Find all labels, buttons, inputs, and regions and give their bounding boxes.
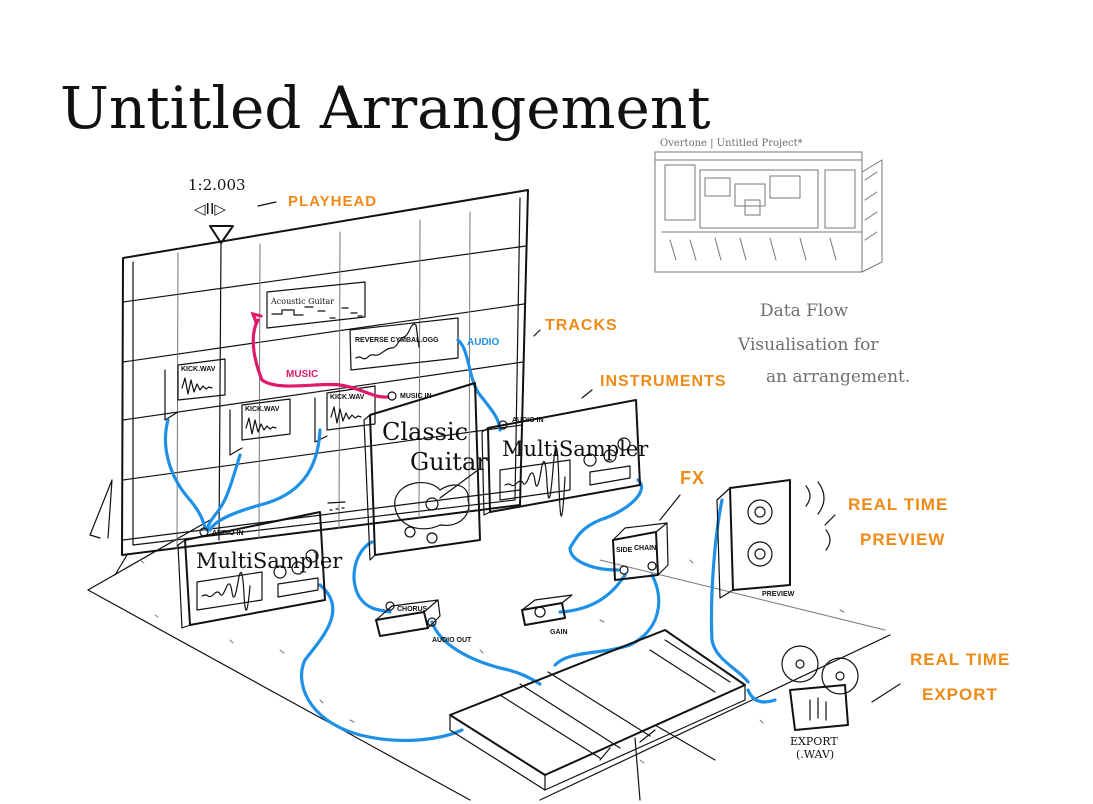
mixer-board[interactable] — [450, 630, 745, 800]
preview-label: PREVIEW — [762, 591, 795, 598]
app-thumbnail: Overtone | Untitled Project* — [655, 138, 882, 272]
clip-kick-2: KICK.WAV — [230, 399, 290, 455]
thumbnail-title: Overtone | Untitled Project* — [660, 138, 803, 149]
page-title: Untitled Arrangement — [60, 74, 711, 142]
playhead-label: PLAYHEAD — [288, 193, 377, 210]
audio-in-label: AUDIO IN — [512, 417, 544, 424]
gain-label: GAIN — [550, 629, 568, 636]
instrument-name: MultiSampler — [196, 549, 343, 573]
note-line-1: Data Flow — [760, 301, 849, 321]
transport-controls[interactable]: ◁II▷ — [194, 200, 226, 218]
sidechain-fx[interactable]: SIDE CHAIN FX — [613, 468, 705, 580]
export-device[interactable]: EXPORT (.WAV) REAL TIME EXPORT — [782, 646, 1010, 761]
clip-kick-3: KICK.WAV — [315, 386, 375, 442]
real-time-preview-line2: PREVIEW — [860, 530, 945, 549]
clip-kick-1: KICK.WAV — [165, 359, 225, 420]
audio-in-label: AUDIO IN — [212, 530, 244, 537]
music-cable-label: MUSIC — [286, 369, 318, 380]
export-label-2: (.WAV) — [796, 748, 834, 761]
clip-label: KICK.WAV — [181, 366, 216, 373]
clip-reverse-cymbal: REVERSE CYMBAL.OGG — [350, 318, 458, 370]
music-in-label: MUSIC IN — [400, 393, 432, 400]
audio-cable-label: AUDIO — [467, 337, 499, 348]
clip-label: KICK.WAV — [245, 406, 280, 413]
chorus-pedal[interactable]: CHORUS AUDIO OUT — [376, 600, 472, 644]
handwritten-note: Data Flow Visualisation for an arrangeme… — [737, 301, 910, 387]
note-line-2: Visualisation for — [737, 335, 879, 355]
playhead-time: 1:2.003 — [188, 176, 246, 194]
instruments-label: INSTRUMENTS — [600, 373, 727, 390]
clip-label: REVERSE CYMBAL.OGG — [355, 337, 439, 344]
gain-pedal[interactable]: GAIN — [522, 595, 572, 636]
arrangement-board — [90, 190, 528, 575]
real-time-preview-line1: REAL TIME — [848, 495, 948, 514]
note-line-3: an arrangement. — [766, 367, 910, 387]
tracks-label: TRACKS — [545, 317, 618, 334]
clip-acoustic-guitar: Acoustic Guitar — [267, 282, 365, 328]
audio-out-label: AUDIO OUT — [432, 637, 472, 644]
clip-label: KICK.WAV — [330, 394, 365, 401]
fx-label: FX — [680, 468, 705, 488]
export-label-1: EXPORT — [790, 735, 838, 748]
sidechain-label-2: CHAIN — [634, 545, 656, 552]
real-time-export-line2: EXPORT — [922, 685, 998, 704]
real-time-export-line1: REAL TIME — [910, 650, 1010, 669]
instrument-name-line1: Classic — [382, 418, 468, 446]
chorus-label: CHORUS — [397, 606, 428, 613]
multisampler-top[interactable]: AUDIO IN MultiSampler — [482, 400, 649, 516]
preview-speaker[interactable]: PREVIEW REAL TIME PREVIEW — [717, 480, 948, 598]
sidechain-label-1: SIDE — [616, 547, 633, 554]
clip-label: Acoustic Guitar — [270, 297, 334, 306]
